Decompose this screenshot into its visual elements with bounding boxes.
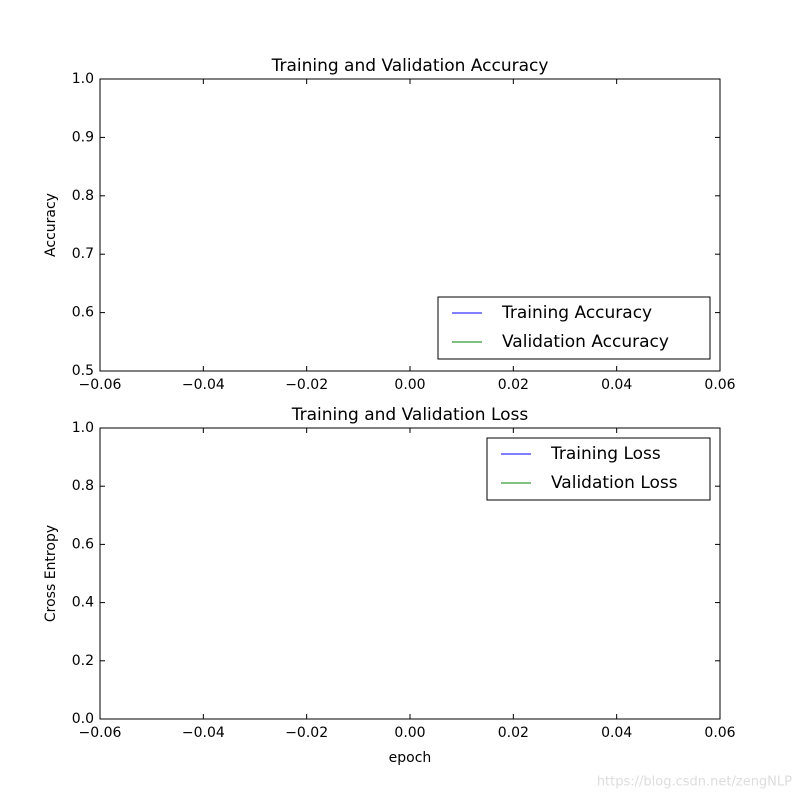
y-tick-label: 0.6: [72, 305, 94, 321]
y-tick-label: 1.0: [72, 71, 94, 87]
x-tick-label: −0.02: [285, 725, 328, 741]
x-tick-label: −0.06: [79, 725, 122, 741]
x-tick-label: −0.06: [79, 377, 122, 393]
x-tick-label: 0.00: [394, 377, 425, 393]
y-tick-label: 0.8: [72, 188, 94, 204]
y-tick-label: 0.0: [72, 711, 94, 727]
y-tick-label: 0.8: [72, 478, 94, 494]
y-tick-label: 0.4: [72, 595, 94, 611]
y-tick-label: 0.5: [72, 363, 94, 379]
legend-box: [486, 437, 711, 501]
x-tick-label: −0.04: [182, 725, 225, 741]
legend-label: Training Accuracy: [501, 303, 652, 323]
x-tick-label: 0.04: [601, 725, 632, 741]
x-tick-label: 0.00: [394, 725, 425, 741]
x-tick-label: 0.06: [704, 725, 735, 741]
chart-title: Training and Validation Loss: [291, 405, 529, 425]
x-tick-label: 0.06: [704, 377, 735, 393]
watermark: https://blog.csdn.net/zengNLP: [597, 775, 792, 790]
y-tick-label: 1.0: [72, 420, 94, 436]
plot-frame: [99, 427, 721, 720]
y-tick-label: 0.2: [72, 653, 94, 669]
legend-label: Validation Loss: [551, 473, 678, 493]
x-axis-label: epoch: [389, 750, 432, 766]
y-axis-label: Accuracy: [43, 193, 59, 257]
y-tick-label: 0.9: [72, 129, 94, 145]
x-tick-label: 0.04: [601, 377, 632, 393]
x-tick-label: 0.02: [498, 377, 529, 393]
legend-label: Validation Accuracy: [502, 332, 669, 352]
x-tick-label: 0.02: [498, 725, 529, 741]
chart-title: Training and Validation Accuracy: [271, 56, 549, 76]
x-tick-label: −0.04: [182, 377, 225, 393]
legend-box: [437, 296, 711, 360]
y-tick-label: 0.7: [72, 246, 94, 262]
plot-frame: [99, 78, 721, 372]
y-axis-label: Cross Entropy: [43, 525, 59, 622]
legend-label: Training Loss: [550, 444, 661, 464]
y-tick-label: 0.6: [72, 536, 94, 552]
x-tick-label: −0.02: [285, 377, 328, 393]
